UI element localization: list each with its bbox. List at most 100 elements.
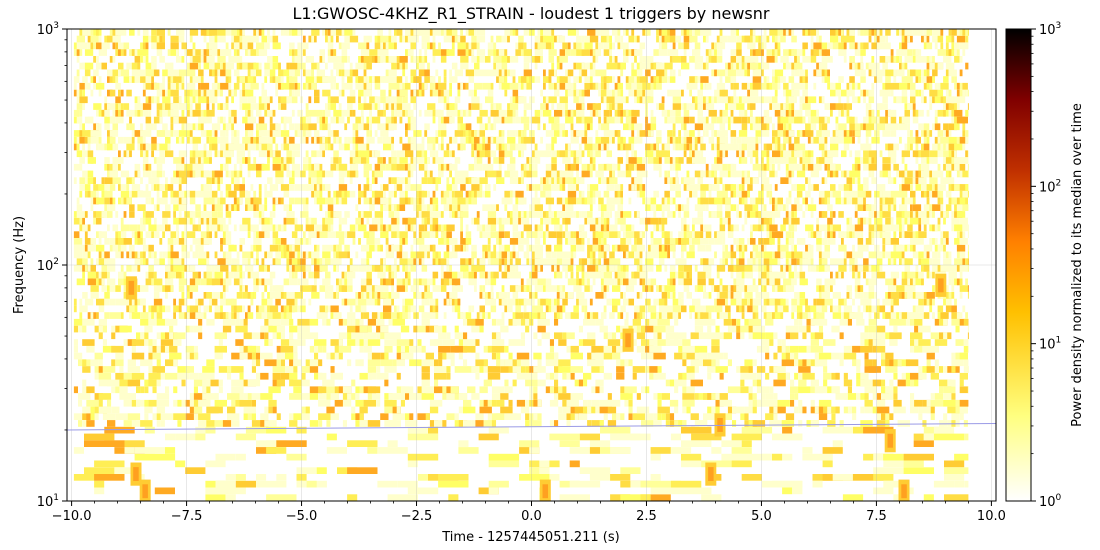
heatmap-cell	[854, 292, 858, 299]
heatmap-cell	[377, 447, 408, 454]
heatmap-cell	[156, 204, 160, 211]
heatmap-cell	[678, 278, 687, 286]
heatmap-cell	[545, 197, 549, 205]
heatmap-cell	[305, 393, 310, 400]
heatmap-cell	[153, 231, 160, 238]
heatmap-cell	[645, 285, 648, 292]
heatmap-cell	[595, 224, 601, 232]
heatmap-cell	[496, 352, 501, 360]
heatmap-cell	[504, 386, 513, 394]
heatmap-cell	[763, 217, 772, 225]
heatmap-cell	[165, 285, 174, 292]
heatmap-cell	[405, 413, 410, 420]
heatmap-cell	[266, 426, 287, 434]
heatmap-cell	[857, 305, 861, 313]
heatmap-cell	[178, 170, 188, 178]
heatmap-cell	[623, 298, 629, 306]
heatmap-cell	[885, 251, 891, 259]
heatmap-cell	[773, 352, 778, 360]
heatmap-cell	[405, 386, 414, 394]
heatmap-cell	[173, 204, 179, 211]
heatmap-cell	[545, 352, 559, 360]
heatmap-cell	[176, 231, 179, 238]
heatmap-cell	[98, 366, 103, 373]
heatmap-cell	[794, 150, 800, 158]
heatmap-cell	[541, 332, 550, 340]
heatmap-cell	[73, 318, 87, 326]
heatmap-cell	[603, 244, 610, 252]
heatmap-cell	[198, 163, 204, 171]
heatmap-cell	[534, 157, 541, 164]
heatmap-cell	[854, 258, 858, 265]
heatmap-cell	[366, 285, 372, 292]
heatmap-cell	[600, 204, 610, 211]
heatmap-cell	[657, 366, 662, 373]
heatmap-cell	[628, 163, 634, 171]
heatmap-cell	[491, 345, 505, 353]
heatmap-cell	[338, 345, 352, 353]
heatmap-cell	[725, 258, 728, 265]
heatmap-cell	[945, 231, 949, 238]
heatmap-cell	[142, 251, 146, 259]
heatmap-cell	[606, 278, 610, 286]
heatmap-cell	[225, 157, 232, 164]
heatmap-cell	[152, 318, 157, 326]
heatmap-cell	[692, 217, 698, 225]
heatmap-cell	[407, 453, 439, 461]
heatmap-cell	[790, 386, 803, 394]
heatmap-cell	[915, 271, 919, 279]
heatmap-cell	[385, 251, 394, 259]
heatmap-cell	[479, 399, 488, 407]
heatmap-cell	[719, 170, 728, 178]
heatmap-cell	[363, 332, 376, 340]
heatmap-cell	[165, 318, 178, 326]
heatmap-cell	[316, 170, 325, 178]
heatmap-cell	[669, 285, 676, 292]
heatmap-cell	[94, 352, 103, 360]
heatmap-cell	[548, 197, 554, 205]
heatmap-cell	[418, 278, 425, 286]
heatmap-cell	[286, 150, 292, 158]
heatmap-cell	[814, 332, 824, 340]
heatmap-cell	[667, 211, 673, 218]
heatmap-cell	[802, 238, 806, 245]
heatmap-cell	[94, 487, 105, 495]
heatmap-cell	[752, 244, 759, 252]
heatmap-cell	[678, 292, 684, 299]
heatmap-cell	[294, 224, 303, 232]
heatmap-cell	[849, 265, 855, 272]
heatmap-cell	[123, 271, 127, 279]
heatmap-cell	[939, 379, 952, 387]
heatmap-cell	[773, 366, 786, 373]
heatmap-cell	[203, 170, 212, 178]
heatmap-cell	[98, 258, 105, 265]
heatmap-cell	[526, 157, 530, 164]
heatmap-cell	[871, 251, 880, 259]
heatmap-cell	[322, 318, 331, 326]
heatmap-cell	[896, 211, 905, 218]
heatmap-cell	[736, 204, 739, 211]
heatmap-cell	[153, 298, 163, 306]
heatmap-cell	[783, 217, 792, 225]
heatmap-cell	[554, 150, 560, 158]
heatmap-cell	[642, 312, 646, 319]
heatmap-cell	[912, 244, 916, 252]
heatmap-cell	[645, 386, 650, 394]
heatmap-cell	[384, 339, 397, 346]
heatmap-cell	[719, 190, 728, 198]
heatmap-cell	[904, 211, 910, 218]
heatmap-cell	[929, 271, 933, 279]
heatmap-cell	[543, 278, 549, 286]
heatmap-cell	[413, 325, 418, 333]
heatmap-cell	[140, 251, 146, 259]
heatmap-cell	[220, 278, 226, 286]
heatmap-cell	[799, 150, 803, 158]
heatmap-cell	[871, 204, 877, 211]
heatmap-cell	[566, 332, 575, 340]
heatmap-cell	[120, 312, 124, 319]
heatmap-cell	[690, 379, 703, 387]
heatmap-cell	[300, 298, 303, 306]
heatmap-cell	[650, 285, 654, 292]
heatmap-cell	[738, 184, 742, 191]
heatmap-cell	[890, 258, 894, 265]
